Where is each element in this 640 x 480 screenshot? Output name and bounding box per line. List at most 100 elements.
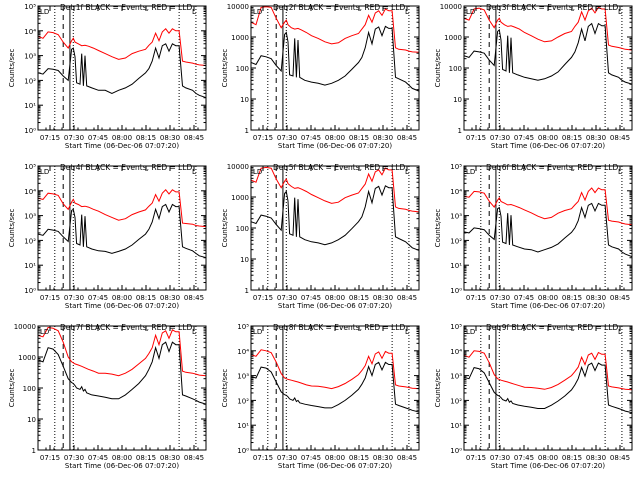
y-tick-label: 10³ (237, 373, 249, 381)
x-tick-label: 08:30 (586, 134, 606, 142)
y-tick-label: 10³ (24, 213, 36, 221)
x-tick-label: 07:15 (40, 134, 60, 142)
x-tick-label: 08:45 (610, 134, 630, 142)
panel-title: Det 5f BLACK = Events, RED = LLD (273, 163, 406, 172)
y-tick-label: 10⁰ (450, 287, 462, 295)
x-tick-label: 07:15 (253, 294, 273, 302)
y-tick-label: 10000 (440, 3, 462, 11)
x-tick-label: 08:00 (538, 454, 558, 462)
corner-glyph: LD (40, 168, 49, 176)
series-line-lld (464, 350, 632, 391)
x-tick-label: 08:00 (325, 134, 345, 142)
y-axis-label: Counts/sec (8, 209, 16, 248)
x-tick-label: 08:45 (184, 454, 204, 462)
x-tick-label: 07:45 (514, 294, 534, 302)
series-line-events (464, 202, 632, 258)
y-tick-label: 10⁰ (450, 447, 462, 455)
y-tick-label: 10⁴ (24, 188, 36, 196)
corner-glyph: L (405, 8, 409, 16)
corner-glyph: LD (466, 8, 475, 16)
series-line-lld (464, 6, 632, 51)
x-tick-label: 08:00 (325, 454, 345, 462)
x-tick-label: 07:30 (64, 134, 84, 142)
x-tick-label: 08:15 (562, 294, 582, 302)
panel-title: Det 9f BLACK = Events, RED = LLD (486, 323, 619, 332)
series-line-events (251, 185, 419, 251)
panel-det-2: 1 10 100 1000 10000 07:15 07:30 07:45 08:00 08:15… (221, 3, 420, 150)
x-tick-label: 07:15 (253, 454, 273, 462)
corner-glyph: L (192, 8, 196, 16)
panel-det-3: 1 10 100 1000 10000 07:15 07:30 07:45 08:00 08:15… (434, 3, 633, 150)
corner-glyph: LD (466, 328, 475, 336)
y-axis-label: Counts/sec (434, 49, 442, 88)
x-axis-label: Start Time (06-Dec-06 07:07:20) (65, 462, 179, 470)
x-axis-label: Start Time (06-Dec-06 07:07:20) (278, 142, 392, 150)
x-tick-label: 08:30 (160, 294, 180, 302)
series-line-lld (464, 187, 632, 226)
series-line-lld (251, 6, 419, 53)
y-tick-label: 100 (236, 225, 249, 233)
y-tick-label: 10² (450, 397, 462, 405)
y-tick-label: 10² (450, 237, 462, 245)
series-line-lld (251, 349, 419, 390)
panel-title: Det 4f BLACK = Events, RED = LLD (60, 163, 193, 172)
x-tick-label: 07:15 (466, 454, 486, 462)
x-tick-label: 08:15 (562, 134, 582, 142)
y-tick-label: 100 (23, 385, 36, 393)
y-axis-label: Counts/sec (8, 369, 16, 408)
series-line-events (38, 203, 206, 259)
y-tick-label: 10⁰ (24, 127, 36, 135)
y-tick-label: 10⁵ (450, 323, 462, 331)
panel-title: Det 7f BLACK = Events, RED = LLD (60, 323, 193, 332)
corner-glyph: LD (253, 168, 262, 176)
y-tick-label: 10² (237, 397, 249, 405)
x-tick-label: 08:15 (136, 134, 156, 142)
y-axis-label: Counts/sec (434, 369, 442, 408)
x-axis-label: Start Time (06-Dec-06 07:07:20) (278, 462, 392, 470)
series-line-events (464, 22, 632, 85)
x-tick-label: 07:45 (301, 454, 321, 462)
panel-title: Det 3f BLACK = Events, RED = LLD (486, 3, 619, 12)
x-tick-label: 08:00 (538, 134, 558, 142)
y-tick-label: 1 (245, 127, 249, 135)
y-tick-label: 10000 (227, 3, 249, 11)
x-axis-label: Start Time (06-Dec-06 07:07:20) (278, 302, 392, 310)
corner-glyph: LD (466, 168, 475, 176)
x-tick-label: 07:45 (88, 134, 108, 142)
x-tick-label: 07:15 (253, 134, 273, 142)
x-axis-label: Start Time (06-Dec-06 07:07:20) (491, 302, 605, 310)
y-tick-label: 10000 (14, 323, 36, 331)
x-tick-label: 07:45 (301, 294, 321, 302)
y-tick-label: 1000 (231, 34, 249, 42)
x-tick-label: 07:15 (40, 454, 60, 462)
y-tick-label: 10³ (450, 213, 462, 221)
x-tick-label: 08:45 (610, 294, 630, 302)
series-line-lld (38, 326, 206, 377)
corner-glyph: L (618, 328, 622, 336)
panel-title: Det 8f BLACK = Events, RED = LLD (273, 323, 406, 332)
y-tick-label: 10³ (450, 373, 462, 381)
y-axis-label: Counts/sec (221, 209, 229, 248)
y-axis-label: Counts/sec (221, 369, 229, 408)
y-axis-label: Counts/sec (221, 49, 229, 88)
x-tick-label: 07:45 (514, 454, 534, 462)
series-line-lld (38, 189, 206, 228)
y-tick-label: 10⁰ (24, 287, 36, 295)
x-tick-label: 08:30 (373, 134, 393, 142)
x-tick-label: 08:15 (136, 294, 156, 302)
x-tick-label: 08:00 (112, 454, 132, 462)
series-line-events (464, 362, 632, 414)
x-tick-label: 08:15 (136, 454, 156, 462)
y-tick-label: 10⁵ (237, 323, 249, 331)
y-tick-label: 100 (236, 65, 249, 73)
series-line-events (251, 25, 419, 92)
panel-det-6: 10⁰ 10¹ 10² 10³ 10⁴ 10⁵ 07:15 07:30 07:45 08:00 08… (434, 163, 633, 310)
y-tick-label: 1000 (444, 34, 462, 42)
x-tick-label: 08:30 (373, 454, 393, 462)
x-tick-label: 08:45 (397, 134, 417, 142)
corner-glyph: LD (40, 328, 49, 336)
series-line-lld (38, 28, 206, 66)
y-tick-label: 10⁰ (237, 447, 249, 455)
panel-det-4: 10⁰ 10¹ 10² 10³ 10⁴ 10⁵ 07:15 07:30 07:45 08:00 08… (8, 163, 207, 310)
panel-det-8: 10⁰ 10¹ 10² 10³ 10⁴ 10⁵ 07:15 07:30 07:45 08:00 08… (221, 323, 420, 470)
